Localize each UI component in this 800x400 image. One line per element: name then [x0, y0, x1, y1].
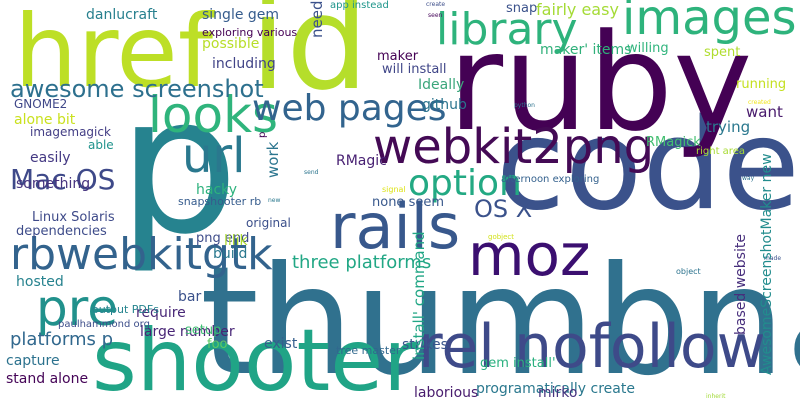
cloud-word: afternoon exploring — [501, 174, 600, 185]
cloud-word: need — [308, 0, 326, 39]
cloud-word: exploring various — [202, 26, 298, 39]
cloud-word: object — [676, 267, 701, 276]
cloud-word: gobject — [488, 233, 515, 241]
cloud-word: url — [182, 128, 246, 184]
cloud-word: want — [746, 103, 783, 121]
cloud-word: web pages — [252, 88, 447, 129]
cloud-word: foo — [207, 337, 228, 352]
cloud-word: library — [436, 4, 578, 55]
cloud-word: Mac OS — [10, 163, 116, 196]
cloud-word: dependencies — [16, 224, 107, 239]
cloud-word: github — [422, 97, 467, 113]
cloud-word: alone bit — [14, 112, 76, 128]
cloud-word: trying — [706, 118, 751, 136]
cloud-word: willing — [627, 41, 669, 56]
cloud-word: id — [250, 0, 369, 119]
cloud-word: seen — [428, 12, 443, 19]
cloud-word: Linux Solaris — [32, 210, 115, 225]
cloud-word: fairly easy — [536, 0, 619, 19]
cloud-word: setup — [185, 323, 222, 338]
cloud-word: webkit2png — [373, 119, 655, 175]
cloud-word: bar — [178, 289, 202, 305]
cloud-word: p — [118, 55, 239, 276]
cloud-word: RMagick — [646, 135, 701, 150]
cloud-word: shooter — [92, 311, 419, 400]
cloud-word: based website — [733, 234, 749, 335]
cloud-word: Ideally — [418, 77, 465, 93]
cloud-word: inherit — [706, 393, 726, 400]
cloud-word: stand alone — [6, 371, 89, 387]
cloud-word: option — [408, 163, 522, 204]
cloud-word: laborious — [414, 385, 479, 400]
cloud-word: awesome screenshot — [10, 75, 264, 103]
cloud-word: large number — [140, 324, 235, 340]
cloud-word: programatically create — [476, 381, 635, 397]
cloud-word: install' command — [410, 231, 428, 360]
cloud-word: original — [246, 216, 291, 230]
cloud-word: including — [212, 56, 276, 72]
cloud-word: output PDFs — [92, 303, 159, 316]
cloud-word: maker' items — [540, 42, 632, 58]
cloud-word: thumbnail — [200, 235, 800, 400]
cloud-word: way — [742, 175, 755, 182]
cloud-word: build — [213, 246, 248, 262]
cloud-word: python — [514, 102, 535, 109]
cloud-word: OS X — [474, 195, 533, 223]
cloud-word: send — [304, 169, 319, 176]
cloud-word: ruby — [448, 5, 753, 161]
cloud-word: rel nofollow — [418, 312, 766, 382]
cloud-word: easily — [30, 150, 71, 166]
cloud-word: maker — [377, 49, 419, 64]
cloud-word: moz — [468, 221, 591, 289]
cloud-word: platforms p — [10, 329, 114, 350]
cloud-word: app instead — [330, 0, 389, 11]
cloud-word: made — [764, 255, 782, 262]
cloud-word: pre — [36, 279, 118, 337]
cloud-word: snap — [506, 1, 538, 16]
cloud-word: GNOME2 — [14, 97, 68, 111]
cloud-word: AwesomeScreenshotMaker new — [759, 153, 775, 375]
cloud-word: hacky — [196, 182, 238, 198]
cloud-word: something — [16, 176, 91, 192]
cloud-word: paulhammond org — [58, 319, 150, 330]
cloud-word: three platforms — [292, 252, 432, 273]
cloud-word: rbwebkitgtk — [10, 229, 273, 280]
cloud-word: strikes — [402, 337, 448, 353]
cloud-word: create — [426, 1, 446, 8]
cloud-word: work — [264, 141, 282, 178]
cloud-word: will install — [382, 62, 447, 77]
cloud-word: exist — [264, 336, 298, 352]
cloud-word: snapshooter rb — [178, 195, 262, 208]
cloud-word: gem install' — [480, 356, 556, 371]
cloud-word: tree master — [336, 344, 401, 357]
cloud-word: signal — [382, 185, 406, 194]
cloud-word: href — [14, 0, 214, 110]
cloud-word: lilik — [224, 233, 248, 249]
cloud-word: right area — [696, 146, 745, 157]
cloud-word: looks — [148, 86, 279, 144]
cloud-word: created — [748, 99, 771, 106]
cloud-word: require — [136, 305, 186, 321]
cloud-word: imagemagick — [30, 125, 111, 139]
cloud-word: none seem — [372, 195, 444, 210]
cloud-word: hosted — [16, 274, 64, 290]
cloud-word: single gem — [202, 7, 280, 23]
cloud-word: RMagic — [336, 153, 387, 169]
cloud-word: png end — [196, 231, 250, 246]
cloud-word: capture — [6, 353, 60, 369]
cloud-word: code — [496, 91, 800, 238]
cloud-word: running — [736, 77, 787, 92]
cloud-word: images — [622, 0, 797, 46]
cloud-word: mirko — [538, 385, 578, 400]
cloud-word: p — [257, 131, 268, 138]
cloud-word: possible — [202, 36, 260, 52]
cloud-word: spent — [704, 45, 741, 60]
cloud-word: new — [268, 197, 281, 204]
cloud-word: danlucraft — [86, 7, 158, 23]
cloud-word: able — [88, 138, 114, 152]
cloud-word: rails — [330, 190, 461, 263]
